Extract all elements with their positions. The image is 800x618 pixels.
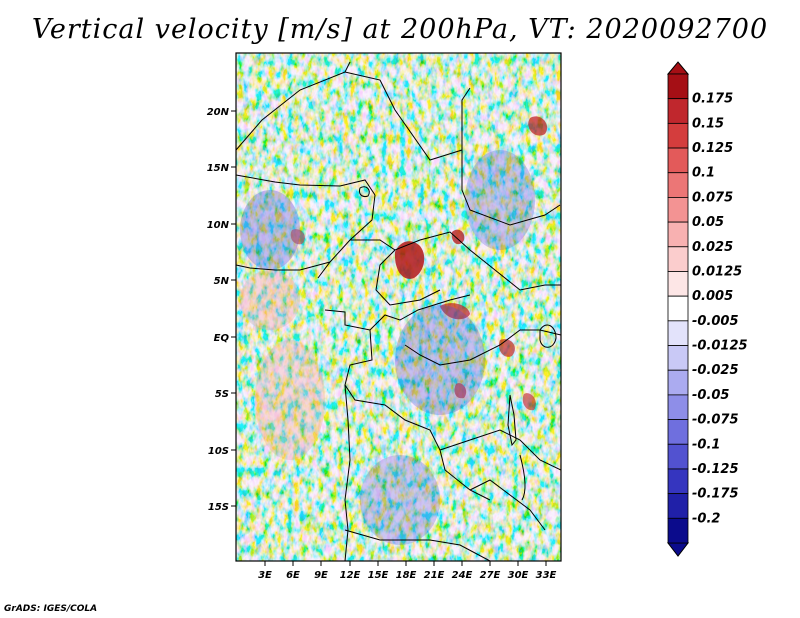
y-tick-label: 15N [207,163,230,174]
colorbar-swatch [667,197,689,223]
colorbar-swatch [667,369,689,396]
colorbar-swatch [667,468,689,495]
colorbar-top-arrow [666,61,690,75]
colorbar-swatch [667,73,689,100]
x-tick-label: 6E [286,570,300,581]
x-tick-label: 12E [340,570,361,581]
colorbar-label: -0.2 [692,511,720,526]
x-tick-label: 27E [480,570,501,581]
colorbar-swatch [667,98,689,124]
colorbar-swatch [667,419,689,445]
x-tick-label: 15E [368,570,389,581]
y-tick-label: 15S [208,502,229,513]
x-tick-label: 24E [452,570,473,581]
colorbar-swatch [667,493,689,519]
colorbar-label: -0.05 [692,388,729,403]
colorbar-swatch [667,271,689,297]
colorbar-label: -0.1 [692,437,720,452]
plot-title: Vertical velocity [m/s] at 200hPa, VT: 2… [31,14,769,45]
colorbar-swatch [667,147,689,174]
y-tick-label: 20N [207,107,230,118]
y-tick-label: 5N [214,276,230,287]
colorbar-label: 0.075 [692,190,733,205]
colorbar-label: 0.025 [692,240,733,255]
y-tick-label: EQ [214,333,230,344]
colorbar-label: 0.125 [692,141,733,156]
y-tick-label: 10S [208,446,229,457]
colorbar-label: -0.125 [692,462,739,477]
colorbar-swatch [667,394,689,420]
colorbar-label: 0.005 [692,289,733,304]
colorbar-swatch [667,122,689,149]
colorbar-label: 0.0125 [692,264,742,279]
country-borders [236,61,561,561]
colorbar-swatch [667,172,689,198]
x-axis: 3E 6E 9E 12E 15E 18E 21E 24E 27E 30E 33E [258,561,557,581]
lakes [359,186,557,501]
credit-text: GrADS: IGES/COLA [4,604,98,614]
colorbar-label: -0.0125 [692,339,748,354]
colorbar-swatch [667,221,689,248]
colorbar-label: 0.15 [692,116,724,131]
colorbar-bottom-arrow [666,542,690,557]
colorbar-label: -0.175 [692,487,739,502]
x-tick-label: 9E [314,570,328,581]
map-frame [235,52,562,562]
colorbar-swatch [667,517,689,544]
colorbar-label: -0.075 [692,413,739,428]
colorbar-label: 0.1 [692,166,715,181]
colorbar-label: 0.175 [692,92,733,107]
x-tick-label: 3E [258,570,272,581]
velocity-field [236,53,561,561]
colorbar-swatch [667,345,689,371]
x-tick-label: 30E [508,570,529,581]
colorbar-swatch [667,246,689,272]
colorbar-swatch [667,295,689,322]
y-tick-label: 5S [215,389,229,400]
x-tick-label: 18E [396,570,417,581]
colorbar-label: -0.005 [692,314,739,329]
y-axis: 20N 15N 10N 5N EQ 5S 10S 15S [207,107,236,513]
colorbar-swatch [667,443,689,470]
x-tick-label: 33E [536,570,557,581]
colorbar-swatch [667,320,689,346]
colorbar-label: 0.05 [692,215,724,230]
y-tick-label: 10N [207,220,230,231]
x-tick-label: 21E [424,570,445,581]
colorbar-label: -0.025 [692,363,739,378]
colorbar: 0.175 0.15 0.125 0.1 0.075 0.05 0.025 0.0125 0.0… [666,61,748,557]
